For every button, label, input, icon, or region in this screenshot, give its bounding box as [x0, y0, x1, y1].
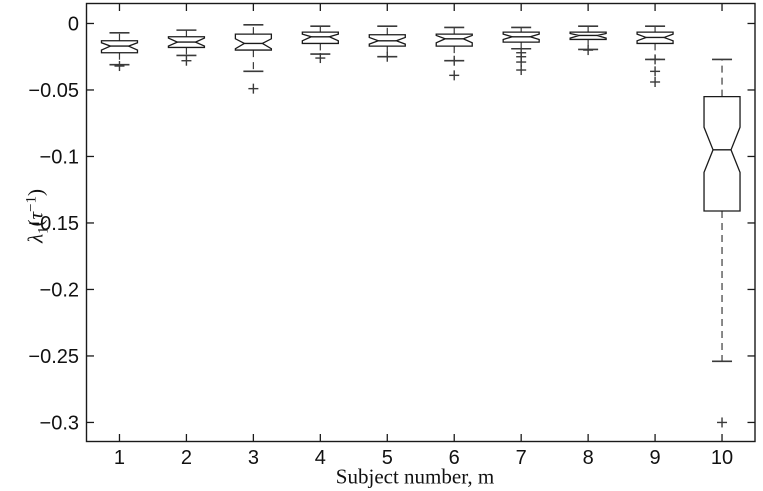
outlier-marker: [248, 83, 259, 94]
y-axis-label: λ1(τ−1): [24, 189, 53, 243]
outlier-marker: [717, 417, 728, 428]
outlier-marker: [449, 55, 460, 66]
x-tick-label: 4: [315, 447, 326, 469]
x-tick-label: 2: [181, 447, 192, 469]
x-axis-label: Subject number, m: [335, 464, 495, 489]
x-tick-label: 1: [114, 447, 125, 469]
plot-frame: [85, 2, 756, 443]
x-tick-label: 5: [382, 447, 393, 469]
notched-box: [301, 31, 339, 45]
boxplot-subject-6: [435, 26, 473, 81]
x-tick-label: 7: [516, 447, 527, 469]
y-tick-label: −0.3: [40, 412, 79, 434]
x-tick-label: 6: [449, 447, 460, 469]
tau-symbol: τ: [23, 211, 48, 220]
tau-exponent: −1: [23, 195, 40, 212]
notched-box: [703, 95, 741, 212]
notched-box: [234, 33, 273, 51]
outlier-marker: [583, 45, 594, 56]
boxplot-subject-7: [502, 26, 540, 76]
boxplot-subject-3: [234, 24, 273, 94]
x-tick-label: 9: [650, 447, 661, 469]
y-tick-label: 0: [68, 13, 79, 35]
boxplot-subject-8: [569, 25, 607, 56]
boxplot-subject-5: [368, 25, 406, 62]
close-paren: ): [23, 188, 48, 196]
boxplot-subject-4: [301, 25, 339, 64]
outlier-marker: [315, 53, 326, 64]
boxplot-subject-10: [703, 58, 741, 428]
outlier-marker: [650, 54, 661, 65]
outlier-marker: [382, 51, 393, 62]
lambda-symbol: λ: [23, 233, 48, 244]
outlier-marker: [181, 55, 192, 66]
y-tick-label: −0.2: [40, 279, 79, 301]
outlier-marker: [650, 76, 661, 87]
open-paren: (: [23, 219, 48, 227]
outlier-marker: [650, 66, 661, 77]
x-tick-label: 10: [711, 447, 733, 469]
outlier-marker: [114, 61, 125, 72]
y-tick-label: −0.15: [28, 213, 79, 235]
y-tick-label: −0.25: [28, 346, 79, 368]
boxplot-subject-1: [100, 31, 139, 72]
y-tick-label: −0.05: [28, 80, 79, 102]
boxplot-subject-9: [636, 25, 674, 87]
y-tick-label: −0.1: [40, 146, 79, 168]
lambda-subscript: 1: [35, 226, 52, 234]
x-tick-label: 8: [583, 447, 594, 469]
outlier-marker: [516, 65, 527, 76]
boxplot-subject-2: [167, 29, 206, 66]
notched-box: [435, 33, 473, 47]
outlier-marker: [449, 70, 460, 81]
x-tick-label: 3: [248, 447, 259, 469]
